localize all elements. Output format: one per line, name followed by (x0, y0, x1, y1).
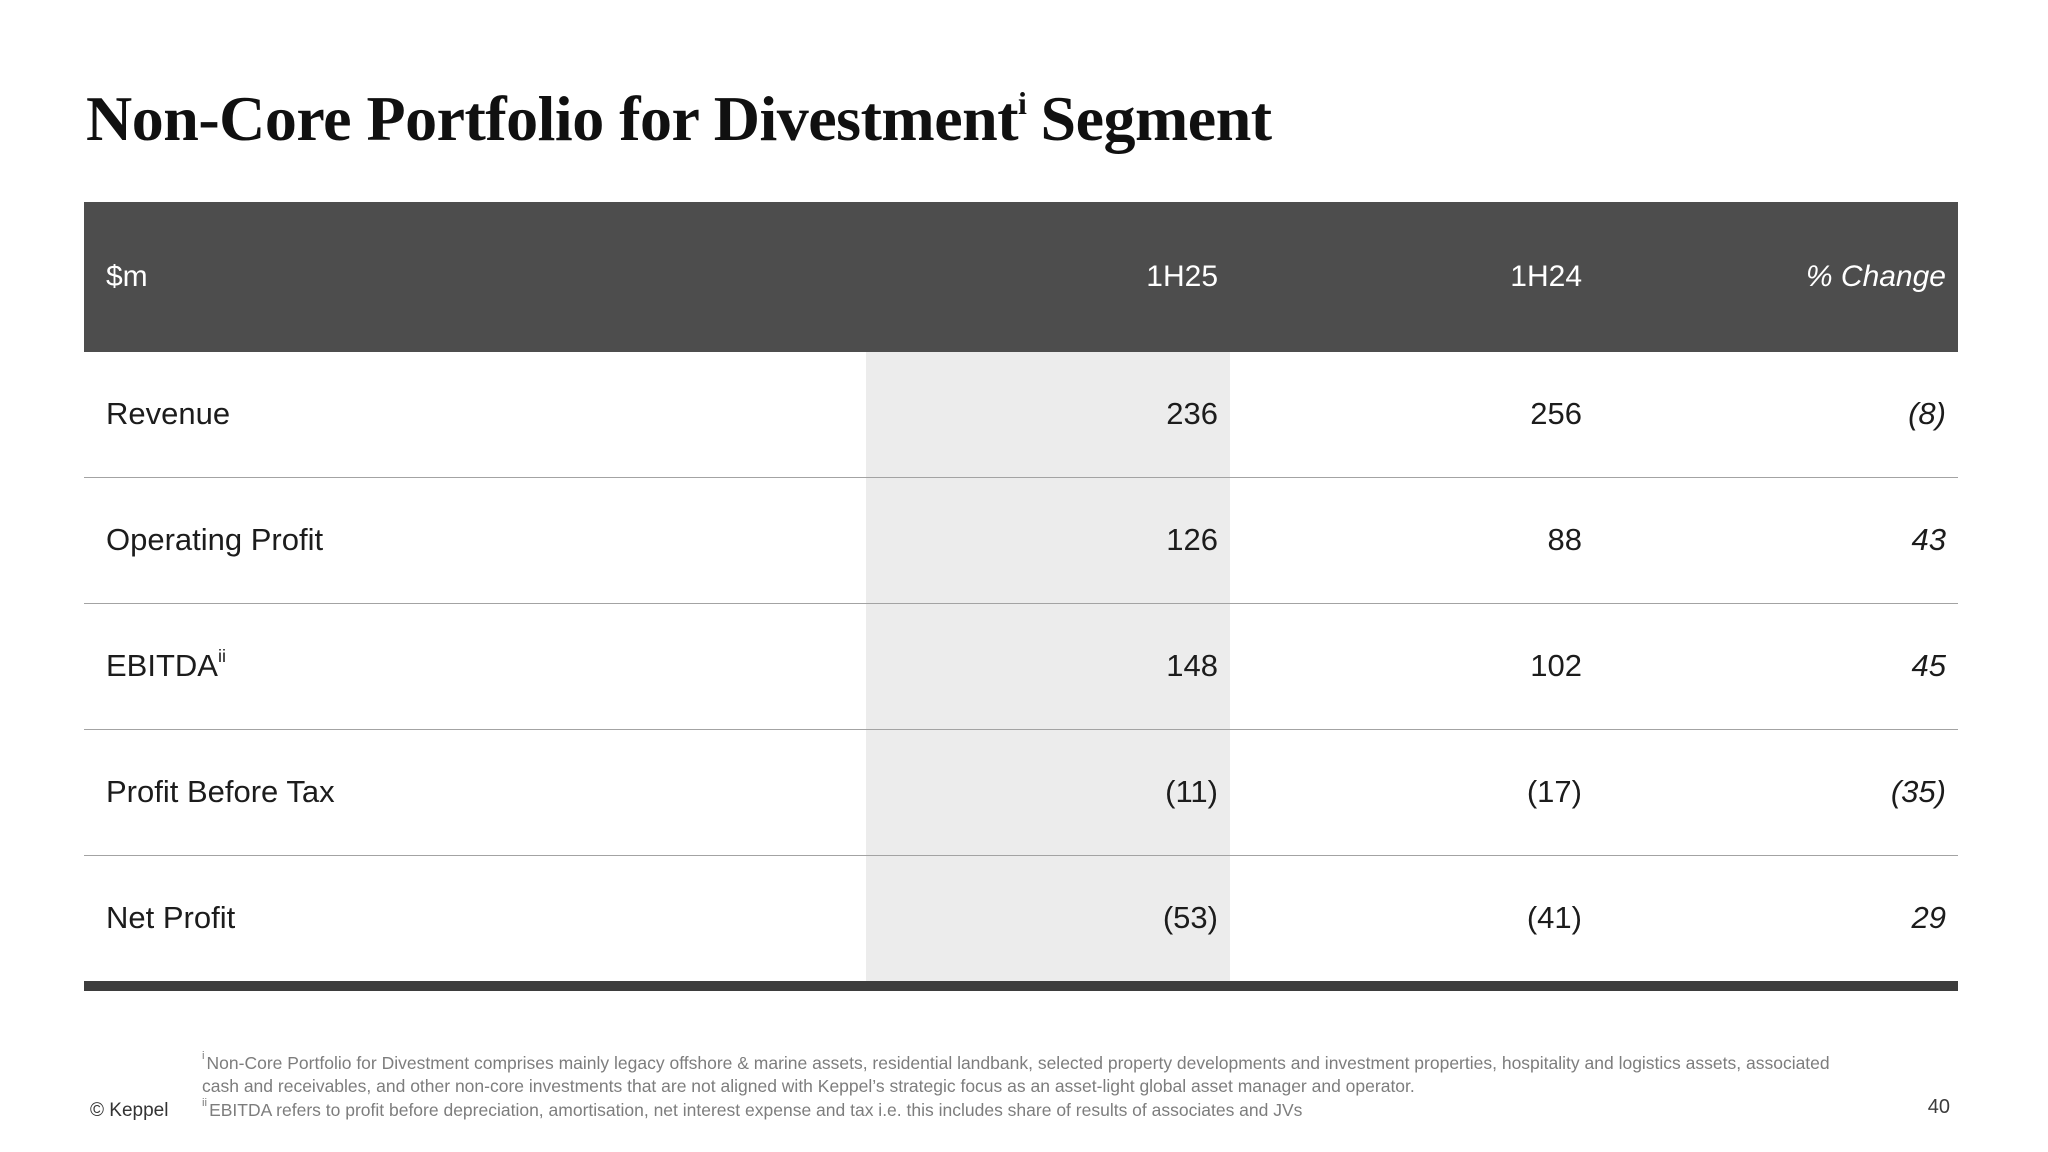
header-unit-label: $m (106, 259, 148, 293)
row-label: Net Profit (106, 900, 236, 936)
cell-1h25: 236 (866, 351, 1230, 477)
cell-1h25: (53) (866, 855, 1230, 981)
cell-change: 43 (1911, 522, 1946, 558)
cell-1h24: 102 (1530, 648, 1582, 684)
footnote-ii-marker: ii (202, 1096, 208, 1109)
footnote-i-marker: i (202, 1050, 205, 1063)
table-row-net-profit: Net Profit (53) (41) 29 (84, 855, 1958, 991)
cell-change: (8) (1908, 396, 1946, 432)
cell-1h24: 88 (1547, 522, 1582, 558)
row-label: Revenue (106, 396, 231, 432)
cell-change: 29 (1911, 900, 1946, 936)
row-label: EBITDA ii (106, 646, 226, 684)
cell-1h24: 256 (1530, 396, 1582, 432)
table-row-operating-profit: Operating Profit 126 88 43 (84, 477, 1958, 604)
header-col-change: % Change (1805, 259, 1946, 293)
cell-1h24: (41) (1526, 900, 1582, 936)
page-number: 40 (1927, 1096, 1950, 1118)
title-prefix: Non-Core Portfolio for Divestment (86, 83, 1019, 154)
footnote-ii: ii EBITDA refers to profit before depreci… (202, 1096, 1303, 1120)
table-row-revenue: Revenue 236 256 (8) (84, 351, 1958, 478)
header-col-1h25: 1H25 (1146, 259, 1218, 293)
header-col-1h24: 1H24 (1510, 259, 1582, 293)
table-header-row: $m 1H25 1H24 % Change (84, 201, 1958, 352)
footnote-i: i Non-Core Portfolio for Divestment compr… (202, 1050, 1830, 1097)
copyright-label: © Keppel (90, 1100, 169, 1121)
cell-1h25: (11) (866, 729, 1230, 855)
row-label: Operating Profit (106, 522, 324, 558)
cell-1h25: 126 (866, 477, 1230, 603)
cell-1h24: (17) (1526, 774, 1582, 810)
table-row-ebitda: EBITDA ii 148 102 45 (84, 603, 1958, 730)
cell-1h25: 148 (866, 603, 1230, 729)
financial-table: $m 1H25 1H24 % Change Revenue 236 256 (8… (84, 201, 1958, 991)
title-superscript: i (1018, 84, 1027, 121)
row-label: Profit Before Tax (106, 774, 335, 810)
cell-change: 45 (1911, 648, 1946, 684)
title-suffix: Segment (1040, 83, 1272, 154)
cell-change: (35) (1890, 774, 1946, 810)
table-row-profit-before-tax: Profit Before Tax (11) (17) (35) (84, 729, 1958, 856)
footnotes: i Non-Core Portfolio for Divestment compr… (202, 1050, 1850, 1122)
page-title: Non-Core Portfolio for Divestmenti Segmen… (86, 82, 2048, 156)
